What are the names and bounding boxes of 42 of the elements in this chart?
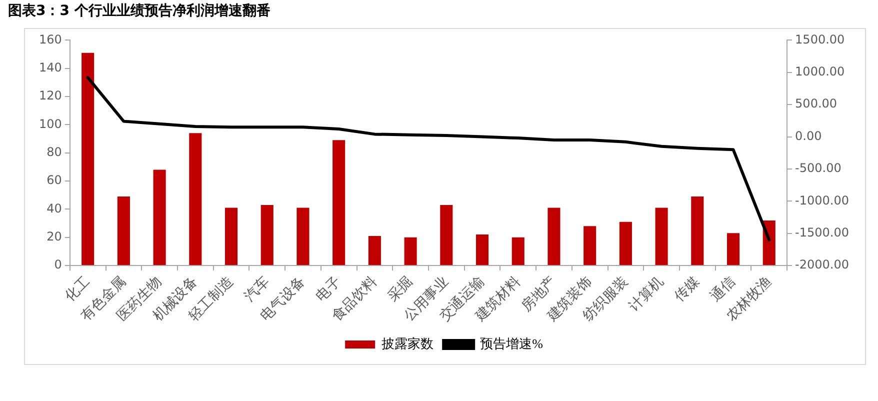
y2-tick-label: 500.00 [795, 96, 838, 111]
bar [82, 52, 94, 266]
y2-tick-label: -1000.00 [795, 193, 849, 208]
bar [404, 237, 417, 266]
y-tick-label: 140 [39, 60, 62, 74]
bar [584, 226, 596, 266]
bar [368, 236, 381, 266]
y2-tick-label: 1000.00 [795, 64, 845, 79]
x-tick-label: 传媒 [672, 274, 703, 305]
y-tick-label: 60 [46, 173, 62, 188]
bar [296, 208, 310, 266]
bar [440, 204, 453, 266]
x-tick-label: 化工 [62, 274, 94, 305]
bar [153, 170, 166, 266]
bar [619, 222, 632, 266]
bar [726, 233, 740, 266]
bar [476, 234, 489, 266]
y-tick-label: 80 [46, 144, 62, 159]
legend-label: 披露家数 [382, 336, 434, 351]
y-tick-label: 0 [54, 258, 62, 272]
y2-tick-label: -2000.00 [795, 258, 849, 272]
y2-tick-label: 1500.00 [795, 32, 845, 46]
bar [224, 208, 238, 266]
y2-tick-label: -500.00 [795, 161, 842, 176]
bar [332, 140, 346, 266]
y2-tick-label: -1500.00 [795, 225, 849, 240]
y-tick-label: 160 [39, 32, 62, 46]
y-tick-label: 20 [46, 229, 62, 244]
y-tick-label: 40 [46, 201, 62, 216]
legend-label: 预告增速% [480, 336, 544, 351]
bar [691, 196, 704, 266]
y-tick-label: 100 [39, 116, 62, 131]
bar [117, 196, 130, 266]
bar [260, 204, 274, 266]
y-tick-label: 120 [39, 88, 62, 103]
y2-tick-label: 0.00 [795, 128, 822, 143]
bar [189, 133, 202, 266]
bar [655, 208, 668, 266]
chart-title: 图表3：3 个行业业绩预告净利润增速翻番 [8, 2, 270, 20]
bar [548, 208, 560, 266]
bar [512, 237, 524, 266]
bar [762, 220, 776, 266]
